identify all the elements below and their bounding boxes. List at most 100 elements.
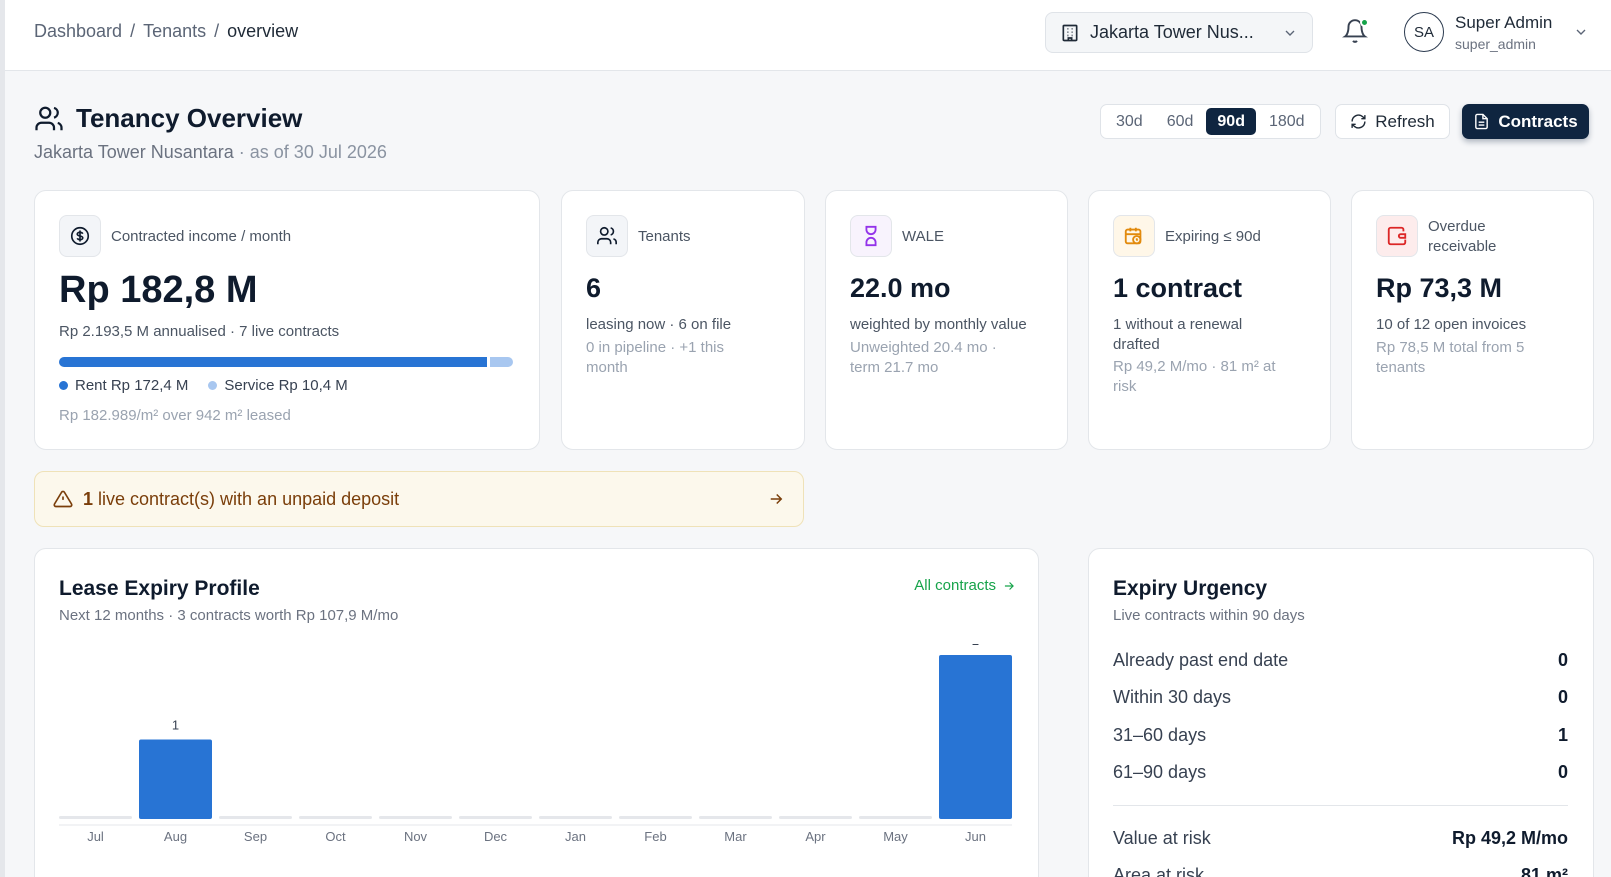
kpi-expiring-muted: Rp 49,2 M/mo · 81 m² at risk [1113, 358, 1276, 395]
kpi-overdue-sub: 10 of 12 open invoices [1376, 316, 1527, 333]
refresh-label: Refresh [1375, 111, 1435, 131]
range-180d[interactable]: 180d [1268, 113, 1305, 130]
chart-bar-mar[interactable] [699, 816, 772, 819]
chart-bar-nov[interactable] [379, 816, 452, 819]
urgency-row-label: Within 30 days [1113, 687, 1232, 707]
refresh-button[interactable]: Refresh [1335, 104, 1450, 139]
chart-tick-label: May [883, 829, 908, 844]
all-contracts-link[interactable]: All contracts [914, 577, 1016, 594]
kpi-wale-value: 22.0 mo [850, 273, 951, 303]
kpi-income-value: Rp 182,8 M [59, 269, 258, 311]
top-bar: Dashboard / Tenants / overview Jakarta T… [5, 0, 1611, 71]
unpaid-deposit-alert[interactable]: 1 live contract(s) with an unpaid deposi… [34, 471, 804, 527]
chart-bar-oct[interactable] [299, 816, 372, 819]
urgency-title: Expiry Urgency [1113, 577, 1268, 600]
urgency-row-value: 1 [1557, 725, 1568, 745]
breadcrumb-tenants[interactable]: Tenants [143, 21, 207, 41]
kpi-overdue-value: Rp 73,3 M [1376, 273, 1503, 303]
urgency-row-label: 61–90 days [1113, 762, 1207, 782]
property-selector[interactable]: Jakarta Tower Nus... [1045, 12, 1313, 53]
rent-bar-segment [59, 357, 487, 367]
alert-count: 1 [83, 488, 94, 509]
urgency-subtitle: Live contracts within 90 days [1113, 607, 1305, 624]
chart-bar-sep[interactable] [219, 816, 292, 819]
kpi-wale-sub: weighted by monthly value [850, 316, 1027, 333]
avatar[interactable]: SA [1404, 12, 1444, 52]
dollar-icon [59, 215, 101, 257]
chart-bar-jul[interactable] [59, 816, 132, 819]
lease-expiry-card: Lease Expiry Profile Next 12 months · 3 … [34, 548, 1039, 877]
chart-tick-label: Nov [404, 829, 428, 844]
chart-bar-aug[interactable] [139, 739, 212, 819]
user-role: super_admin [1455, 36, 1536, 52]
property-selector-value: Jakarta Tower Nus... [1090, 22, 1254, 42]
chart-bar-jun[interactable] [939, 655, 1012, 819]
page-title: Tenancy Overview [34, 103, 302, 134]
chart-bar-jan[interactable] [539, 816, 612, 819]
chart-tick-label: Sep [244, 829, 267, 844]
contracts-label: Contracts [1498, 111, 1578, 131]
kpi-card-expiring: Expiring ≤ 90d 1 contract 1 without a re… [1088, 190, 1331, 450]
chart-bar-dec[interactable] [459, 816, 532, 819]
wallet-icon [1376, 215, 1418, 257]
income-legend: Rent Rp 172,4 M Service Rp 10,4 M [59, 377, 348, 394]
chart-bar-apr[interactable] [779, 816, 852, 819]
calendar-clock-icon [1113, 215, 1155, 257]
income-split-bar [59, 357, 513, 367]
value-at-risk-value: Rp 49,2 M/mo [1451, 828, 1568, 848]
breadcrumb: Dashboard / Tenants / overview [34, 21, 298, 42]
user-menu-chevron-icon[interactable] [1573, 24, 1589, 40]
lease-expiry-title: Lease Expiry Profile [59, 577, 260, 600]
users-icon [35, 106, 63, 130]
kpi-overdue-label: Overdue receivable [1428, 218, 1497, 255]
urgency-row: 31–60 days 1 [1113, 725, 1568, 746]
breadcrumb-dashboard[interactable]: Dashboard [34, 21, 123, 41]
notification-dot [1360, 18, 1369, 27]
kpi-expiring-label: Expiring ≤ 90d [1165, 228, 1261, 245]
kpi-expiring-value: 1 contract [1113, 273, 1243, 303]
arrow-right-icon[interactable] [767, 490, 785, 508]
value-at-risk-label: Value at risk [1113, 828, 1211, 848]
urgency-row-label: 31–60 days [1113, 725, 1207, 745]
kpi-wale-label: WALE [902, 228, 944, 245]
chart-tick-label: Jul [87, 829, 104, 844]
all-contracts-label: All contracts [914, 577, 996, 594]
urgency-row: Already past end date 0 [1113, 650, 1568, 671]
bell-icon [1342, 19, 1368, 43]
value-at-risk-row: Value at risk Rp 49,2 M/mo [1113, 828, 1568, 849]
document-icon [1475, 113, 1489, 130]
lease-expiry-subtitle: Next 12 months · 3 contracts worth Rp 10… [59, 607, 399, 624]
chart-bar-feb[interactable] [619, 816, 692, 819]
kpi-wale-muted: Unweighted 20.4 mo · term 21.7 mo [850, 339, 997, 376]
users-icon [586, 215, 628, 257]
kpi-expiring-sub: 1 without a renewal drafted [1113, 316, 1243, 353]
kpi-income-footer: Rp 182.989/m² over 942 m² leased [59, 407, 291, 424]
range-30d[interactable]: 30d [1116, 113, 1143, 130]
range-60d[interactable]: 60d [1166, 113, 1194, 130]
chart-tick-label: Jun [965, 829, 986, 844]
chart-bar-may[interactable] [859, 816, 932, 819]
kpi-card-wale: WALE 22.0 mo weighted by monthly value U… [825, 190, 1068, 450]
kpi-income-sub: Rp 2.193,5 M annualised · 7 live contrac… [59, 323, 340, 340]
chart-tick-label: Jan [565, 829, 586, 844]
breadcrumb-separator: / [130, 21, 136, 41]
breadcrumb-separator: / [214, 21, 220, 41]
user-name[interactable]: Super Admin [1455, 13, 1553, 32]
contracts-button[interactable]: Contracts [1462, 104, 1589, 139]
notifications-button[interactable] [1342, 17, 1370, 47]
left-edge [0, 0, 5, 877]
as-of-date: · as of 30 Jul 2026 [233, 142, 387, 162]
alert-text: 1 live contract(s) with an unpaid deposi… [83, 489, 399, 510]
range-90d[interactable]: 90d [1206, 108, 1256, 135]
chart-tick-label: Mar [724, 829, 747, 844]
kpi-tenants-sub: leasing now · 6 on file [586, 316, 732, 333]
legend-service: Service Rp 10,4 M [208, 377, 348, 394]
kpi-card-income: Contracted income / month Rp 182,8 M Rp … [34, 190, 540, 450]
service-bar-segment [490, 357, 513, 367]
hourglass-icon [850, 215, 892, 257]
range-selector: 30d 60d 90d 180d [1100, 104, 1321, 139]
urgency-row-label: Already past end date [1113, 650, 1289, 670]
area-at-risk-label: Area at risk [1113, 865, 1205, 877]
urgency-row-value: 0 [1557, 762, 1568, 782]
refresh-icon [1351, 114, 1366, 129]
